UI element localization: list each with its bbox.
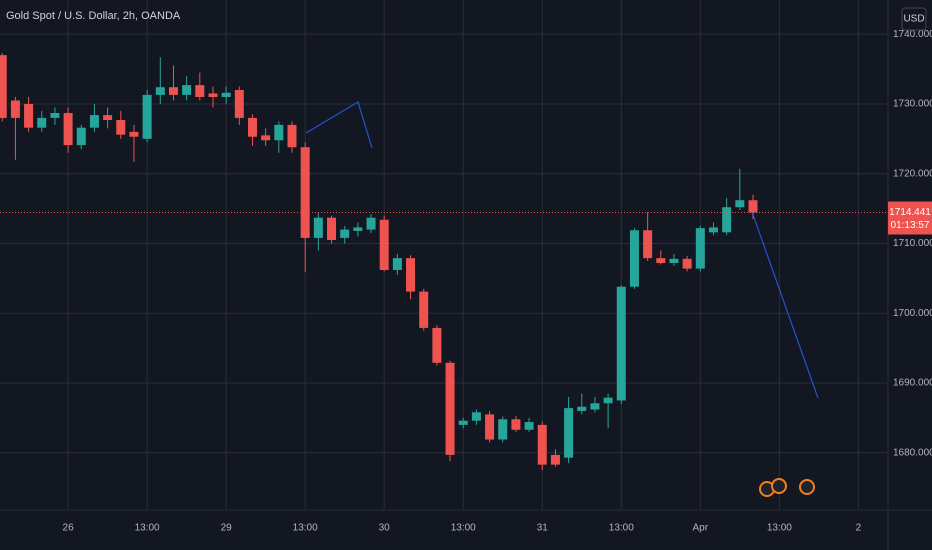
candle-body <box>168 87 178 95</box>
currency-label[interactable]: USD <box>903 14 924 25</box>
candle-body <box>722 207 732 233</box>
x-tick-label: 13:00 <box>293 523 318 534</box>
candle-body <box>511 419 521 430</box>
y-tick-label: 1700.000 <box>893 308 932 319</box>
candle-body <box>392 258 402 270</box>
candle-body <box>735 200 745 208</box>
candle-body <box>208 93 218 97</box>
candle-body <box>485 414 495 440</box>
candle-body <box>103 115 113 120</box>
candle-body <box>142 94 152 139</box>
candle-body <box>616 286 626 401</box>
event-icons <box>759 478 815 497</box>
candle-body <box>247 117 257 137</box>
candle-body <box>129 131 139 137</box>
candle-body <box>564 408 574 458</box>
candle-body <box>76 127 86 146</box>
trend-drawing <box>751 211 819 399</box>
y-tick-label: 1710.000 <box>893 238 932 249</box>
candle-body <box>300 147 310 238</box>
candle-body <box>287 124 297 148</box>
y-tick-label: 1680.000 <box>893 447 932 458</box>
candle-body <box>669 258 679 264</box>
candles <box>0 53 888 471</box>
candle-body <box>195 85 205 97</box>
event-icon <box>799 479 815 495</box>
x-tick-label: 30 <box>379 523 391 534</box>
candle-body <box>458 420 468 425</box>
x-tick-label: 13:00 <box>767 523 792 534</box>
candle-body <box>366 217 376 230</box>
chart-title: Gold Spot / U.S. Dollar, 2h, OANDA <box>6 10 181 22</box>
time-axis <box>0 510 888 550</box>
candle-body <box>379 219 389 270</box>
candle-body <box>577 406 587 411</box>
candle-body <box>155 87 165 95</box>
candle-body <box>445 362 455 455</box>
candle-body <box>629 230 639 287</box>
candle-body <box>89 115 99 128</box>
event-icon <box>771 478 787 494</box>
last-price-box <box>888 201 932 235</box>
y-tick-label: 1720.000 <box>893 168 932 179</box>
candle-body <box>261 135 271 141</box>
y-tick-label: 1740.000 <box>893 29 932 40</box>
candle-body <box>471 412 481 421</box>
x-tick-label: 31 <box>537 523 549 534</box>
x-tick-label: 2 <box>856 523 862 534</box>
candle-body <box>590 403 600 410</box>
price-axis <box>888 0 932 550</box>
candle-body <box>524 422 534 430</box>
candle-body <box>0 55 7 118</box>
candle-body <box>406 258 416 292</box>
candle-body <box>327 217 337 240</box>
candle-body <box>682 258 692 269</box>
candle-body <box>695 228 705 269</box>
candle-body <box>221 92 231 97</box>
candle-body <box>643 230 653 259</box>
candle-body <box>24 103 34 128</box>
candle-body <box>340 229 350 238</box>
candle-body <box>748 200 758 213</box>
candle-body <box>432 327 442 363</box>
countdown-label: 01:13:57 <box>891 220 930 231</box>
axes: 1740.000 1730.000 1720.000 1710.000 1700.000… <box>63 29 932 534</box>
y-tick-label: 1690.000 <box>893 378 932 389</box>
candle-body <box>50 113 60 118</box>
trend-drawing <box>305 101 373 149</box>
last-price-label: 1714.441 <box>889 207 931 218</box>
x-tick-label: 13:00 <box>609 523 634 534</box>
candle-body <box>116 120 126 135</box>
candle-body <box>537 424 547 465</box>
candle-body <box>37 117 47 128</box>
y-tick-label: 1730.000 <box>893 99 932 110</box>
candle-body <box>550 454 560 465</box>
candle-body <box>234 90 244 118</box>
x-tick-label: 13:00 <box>135 523 160 534</box>
candle-body <box>274 124 284 141</box>
candle-body <box>603 397 613 404</box>
x-tick-label: 26 <box>63 523 75 534</box>
x-tick-label: 29 <box>221 523 233 534</box>
currency-button[interactable] <box>901 7 927 31</box>
candle-body <box>656 258 666 264</box>
candle-body <box>313 217 323 238</box>
candle-body <box>353 227 363 231</box>
candle-body <box>10 100 20 118</box>
candle-body <box>708 227 718 233</box>
candle-body <box>63 113 73 146</box>
candle-body <box>419 291 429 328</box>
candle-body <box>498 419 508 440</box>
x-tick-label: Apr <box>693 523 709 534</box>
x-tick-label: 13:00 <box>451 523 476 534</box>
candle-body <box>182 85 192 95</box>
